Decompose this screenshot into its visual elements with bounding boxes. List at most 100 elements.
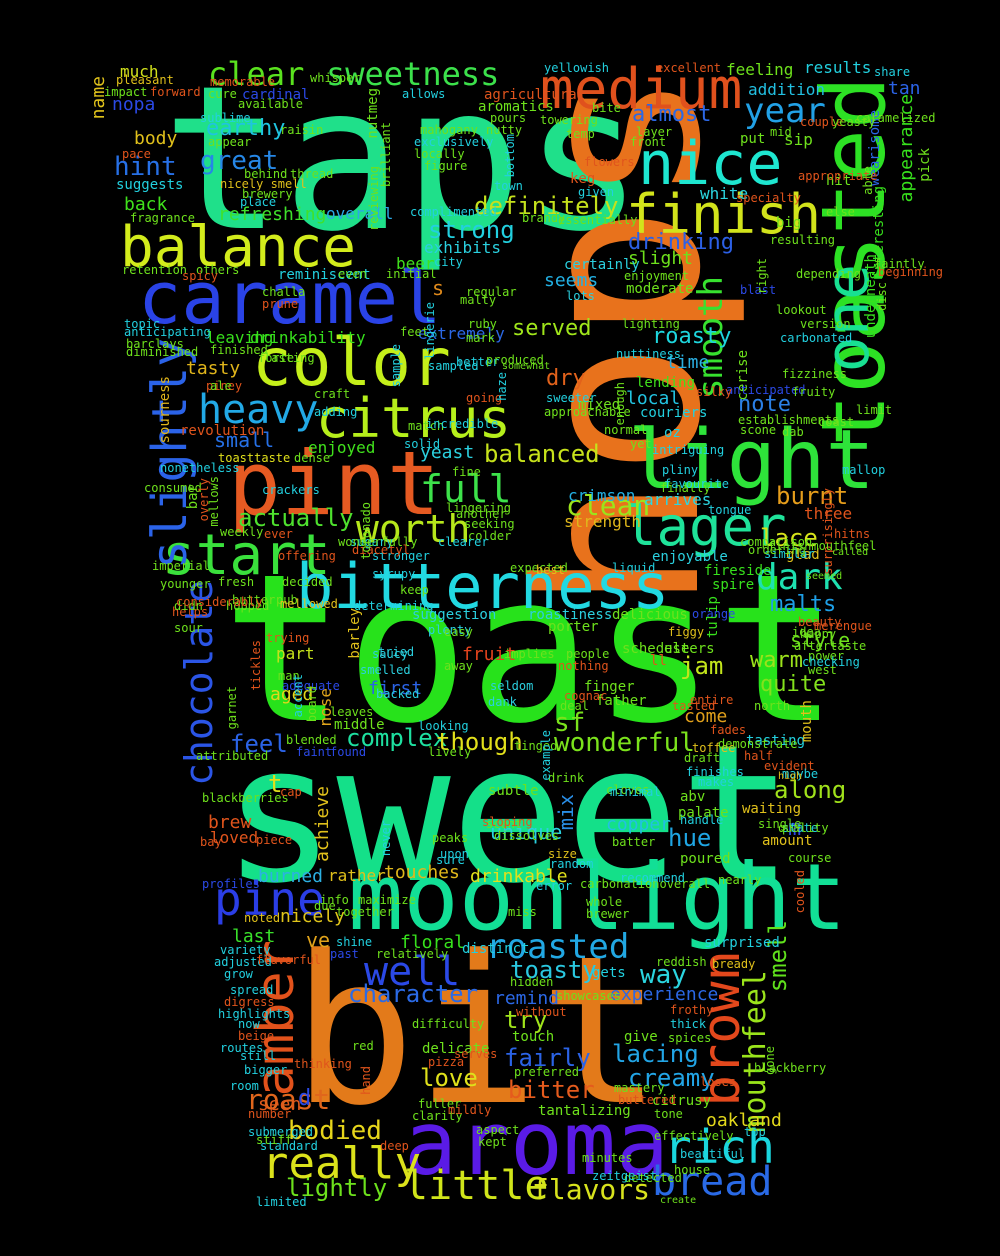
word-citrus: citrus [316,387,512,450]
word-pours: pours [490,111,527,125]
word-oakland: oakland [706,1110,782,1131]
word-called: called [832,547,869,558]
word-spire: spire [712,577,755,593]
word-offering: offering [278,549,336,563]
word-error: error [536,879,573,893]
word-feet: feet [400,325,429,339]
word-merengue: merengue [814,619,872,633]
word-taps: taps [162,43,644,276]
word-deal: deal [560,699,589,713]
word-moonlight: moonlight [348,844,847,951]
word-hint: hint [114,152,177,182]
word-palate: palate [678,805,729,821]
word-similar: similar [764,547,815,561]
word-exhibits: exhibits [424,238,502,257]
word-seems: seems [544,270,599,291]
word-sourness: sourness [157,376,173,444]
word-makes: makes [698,775,735,789]
word-garnet: garnet [225,686,239,730]
word-surprisingly: surprisingly [821,488,835,575]
word-somewhat: somewhat [502,361,551,372]
word-sour: sour [174,621,203,635]
word-house: house [674,1163,711,1177]
word-finger: finger [584,679,635,695]
word-challa: challa [262,285,306,299]
word-recommend: recommend [620,871,686,885]
word-ve: ve [306,928,331,952]
word-slight: slight [628,248,694,269]
word-plenty: plenty [428,623,472,637]
word-drink: drink [548,771,585,785]
word-regular: regular [466,285,517,299]
word-layer: layer [636,125,673,139]
word-addition: addition [748,80,826,99]
word-peaks: peaks [432,831,469,845]
word-beauty: beauty [798,615,842,629]
word-didn: didn [174,599,203,613]
word-minutes: minutes [582,1151,633,1165]
word-sweet: sweet [222,704,794,925]
word-place: place [240,195,277,209]
word-leaving: leaving [206,328,274,347]
word-blast: blast [740,283,777,297]
word-cooled: cooled [793,870,807,914]
word-clear: clear [208,55,305,93]
word-fresh: fresh [218,575,255,589]
word-finishmouthfeel: finishmouthfeel [768,539,877,553]
word-lightly: lightly [286,1174,388,1202]
word-behind: behind [244,167,288,181]
word-achieve: achieve [312,786,333,862]
word-great: great [200,146,279,176]
word-reminiscent: reminiscent [278,267,371,283]
word-temp: temp [566,127,595,141]
word-overall: overall [326,204,394,223]
word-attributed: attributed [196,749,269,763]
word-bay: bay [200,835,222,849]
word-syrupy: syrupy [372,567,416,581]
word-extremely: extremely [418,324,505,343]
word-figgy: figgy [668,625,705,639]
word-finishes: finishes [686,765,744,779]
word-jam: jam [680,652,724,680]
word-fairly: fairly [504,1044,591,1072]
word-produced: produced [486,353,544,367]
word-course: course [788,851,832,865]
word-barley: barley [347,608,363,659]
word-blended: blended [286,733,337,747]
word-d: d [298,1086,312,1111]
word-anticipating: anticipating [124,325,211,339]
word-m: m [788,816,802,841]
word-together: together [336,905,394,919]
word-due: due [314,899,336,913]
word-roast: roast [246,1083,331,1116]
word-actually: actually [238,504,354,532]
word-give: give [624,1029,658,1045]
word-local: local [626,388,681,409]
word-keg: keg [570,171,596,187]
word-batter: batter [612,835,656,849]
word-wonderful: wonderful [554,728,695,758]
word-tried: tried [378,645,415,659]
word-nutty: nutty [486,123,523,137]
word-enough: enough [613,382,627,426]
word-copper: copper [606,814,672,835]
word-lookout: lookout [776,303,827,317]
word-aspect: aspect [476,1123,520,1137]
word-raisin: raisin [280,123,324,137]
word-dank: dank [488,695,517,709]
word-without: without [516,1005,567,1019]
word-imperial: imperial [152,559,210,573]
word-worth: worth [356,507,471,551]
word-best: best [536,563,565,577]
word-piece: piece [256,833,293,847]
word-wonderfully: wonderfully [338,535,418,549]
word-ruby: ruby [468,317,497,331]
word-room: room [230,1079,259,1093]
word-maximize: maximize [358,893,416,907]
word-toast: toast [222,531,840,769]
word-clarity: clarity [412,1109,463,1123]
word-subtle: subtle [488,783,539,799]
word-burnt: burnt [776,482,849,510]
word-mellowed: mellowed [280,597,338,611]
word-fireside: fireside [704,563,772,579]
